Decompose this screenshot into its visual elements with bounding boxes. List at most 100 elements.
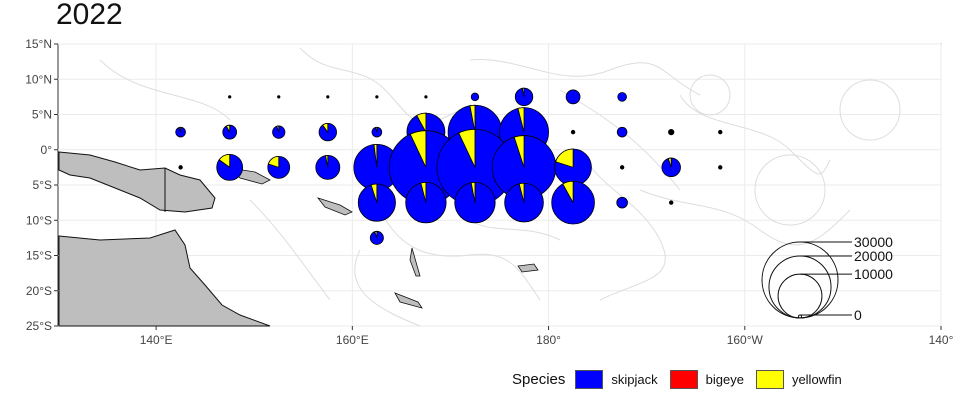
legend-item-skipjack: skipjack: [575, 370, 658, 389]
pie-marker: [375, 95, 379, 99]
pie-marker: [216, 153, 244, 181]
island-solomons: [316, 197, 353, 216]
pie-yellowfin-slice: [420, 181, 427, 203]
pie-marker: [318, 122, 337, 142]
pie-marker: [565, 89, 581, 105]
pie-marker: [718, 165, 723, 170]
pie-marker: [326, 95, 330, 99]
pie-marker: [616, 126, 628, 138]
size-legend-label: 0: [854, 307, 862, 323]
legend-item-yellowfin: yellowfin: [755, 370, 842, 389]
pie-yellowfin-slice: [458, 128, 476, 168]
size-legend-label: 10000: [854, 266, 893, 282]
legend-item-bigeye: bigeye: [669, 370, 744, 389]
species-legend: Species skipjack bigeye yellowfin: [512, 370, 854, 389]
x-tick-label: 140°: [929, 333, 954, 347]
pie-marker: [718, 129, 723, 135]
pie-marker: [371, 126, 383, 138]
pie-skipjack-slice: [617, 92, 627, 102]
pie-marker: [175, 126, 186, 138]
y-tick-label: 0°: [41, 143, 53, 157]
pie-marker: [424, 95, 428, 99]
pie-yellowfin-slice: [562, 180, 574, 203]
pie-marker: [267, 156, 291, 179]
pie-marker: [454, 181, 496, 224]
pie-marker: [514, 87, 534, 107]
pie-yellowfin-slice: [276, 125, 280, 133]
grid-lines: [58, 43, 942, 327]
pie-yellowfin-slice: [470, 181, 476, 203]
size-legend-label: 20000: [854, 248, 893, 264]
legend-swatch-skipjack: [575, 370, 604, 389]
pie-dot: [669, 200, 674, 205]
axis-ticks: 15°N 10°N 5°N 0° 5°S 10°S 15°S 20°S 25°S 140°E 160…: [25, 37, 953, 347]
pie-skipjack-slice: [616, 126, 628, 138]
pie-yellowfin-slice: [513, 135, 525, 168]
pie-marker: [369, 230, 384, 245]
y-tick-label: 5°N: [32, 108, 52, 122]
pie-marker: [470, 92, 480, 102]
pie-marker: [570, 129, 576, 135]
pie-yellowfin-slice: [555, 148, 574, 168]
x-tick-label: 160°E: [336, 333, 369, 347]
pie-yellowfin-slice: [373, 143, 378, 168]
pie-marker: [619, 165, 625, 170]
pie-yellowfin-slice: [267, 156, 280, 168]
pie-yellowfin-slice: [218, 153, 231, 169]
y-tick-label: 5°S: [33, 178, 52, 192]
y-tick-label: 15°N: [25, 37, 52, 51]
pie-marker: [277, 95, 281, 99]
land-mass: [58, 151, 539, 327]
island-fiji: [517, 263, 539, 273]
pie-marker: [357, 183, 396, 222]
pie-dot: [718, 165, 723, 170]
pie-dot: [228, 95, 232, 99]
y-tick-label: 15°S: [26, 249, 52, 263]
pie-dot: [619, 165, 625, 170]
legend-label-bigeye: bigeye: [705, 372, 744, 387]
pie-dot: [375, 95, 379, 99]
pie-marker: [228, 95, 232, 99]
pie-dot: [277, 95, 281, 99]
pie-dot: [178, 165, 183, 170]
pie-marker: [661, 157, 681, 178]
pie-yellowfin-slice: [374, 126, 378, 133]
pie-marker: [617, 92, 627, 102]
legend-label-yellowfin: yellowfin: [791, 372, 842, 387]
map-title: 2022: [56, 0, 123, 31]
pie-yellowfin-slice: [416, 112, 427, 133]
pie-yellowfin-slice: [517, 107, 525, 133]
pie-marker: [178, 165, 183, 170]
pie-dot: [570, 129, 576, 135]
pie-yellowfin-slice: [225, 124, 231, 133]
pie-yellowfin-slice: [374, 230, 378, 238]
legend-title: Species: [512, 371, 566, 388]
pie-yellowfin-slice: [469, 104, 476, 133]
x-tick-label: 140°E: [140, 333, 173, 347]
pie-skipjack-slice: [616, 196, 628, 209]
new-guinea-land: [58, 151, 216, 213]
legend-swatch-bigeye: [669, 370, 698, 389]
island-vanuatu: [409, 247, 421, 277]
pie-yellowfin-slice: [322, 122, 329, 134]
pie-marker: [669, 200, 674, 205]
pie-dot: [326, 95, 330, 99]
legend-label-skipjack: skipjack: [611, 372, 658, 387]
pie-marker: [222, 124, 238, 140]
pie-yellowfin-slice: [409, 130, 427, 168]
pie-dot: [718, 129, 723, 135]
y-tick-label: 10°N: [25, 72, 52, 86]
pie-skipjack-slice: [565, 89, 581, 105]
pie-markers: [175, 87, 723, 245]
pie-yellowfin-slice: [518, 182, 525, 203]
x-tick-label: 180°: [536, 333, 561, 347]
legend-swatch-yellowfin: [755, 370, 784, 389]
pie-marker: [315, 154, 341, 180]
y-tick-label: 10°S: [26, 213, 52, 227]
pie-marker: [272, 125, 286, 139]
pie-marker: [616, 196, 628, 209]
pie-dot: [668, 129, 675, 136]
pie-marker: [405, 181, 447, 224]
